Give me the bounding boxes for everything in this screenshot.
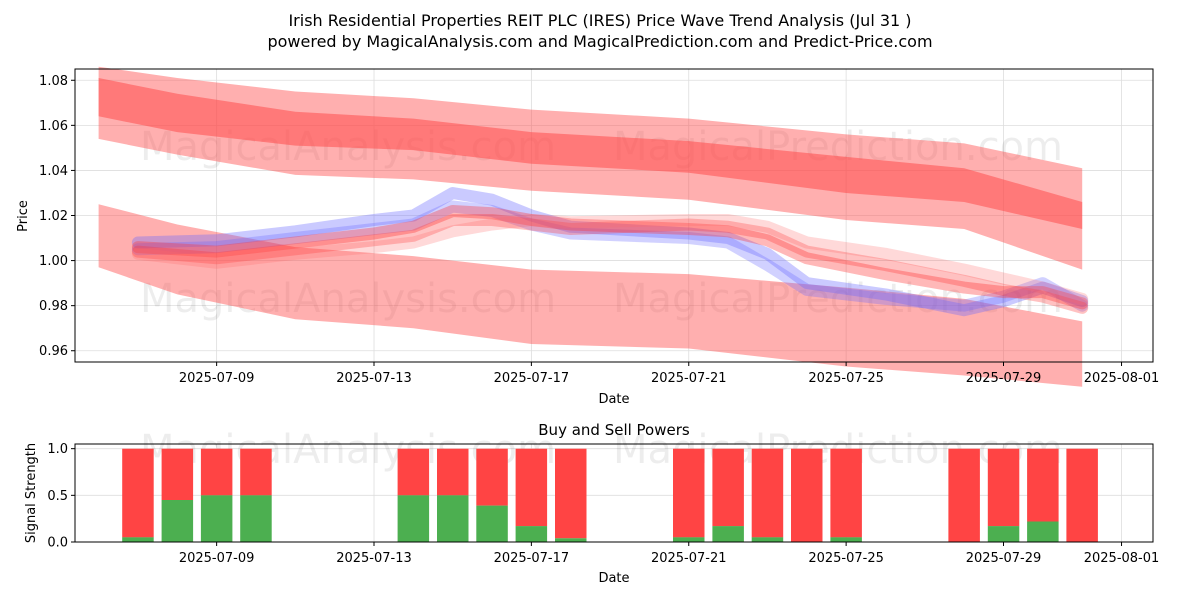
signal-x-tick-label: 2025-07-17 (494, 551, 570, 566)
signal-x-tick-label: 2025-07-29 (966, 551, 1042, 566)
buy-bar (161, 500, 194, 542)
sell-bar (122, 448, 154, 538)
price-waves (131, 187, 1089, 317)
signal-y-tick-label: 0.0 (47, 536, 68, 551)
signal-y-tick-label: 0.5 (47, 489, 68, 504)
buy-bar (515, 526, 548, 542)
signal-plot-title: Buy and Sell Powers (538, 421, 690, 439)
price-x-tick-label: 2025-07-21 (651, 371, 727, 386)
buy-bar (1027, 521, 1059, 542)
sell-bar (1027, 448, 1059, 522)
signal-x-tick-label: 2025-07-21 (651, 551, 727, 566)
buy-bar (437, 495, 469, 542)
signal-plot-border (74, 443, 1154, 543)
buy-bar (751, 537, 784, 542)
signal-y-tick-label: 1.0 (47, 442, 68, 457)
signal-x-tick-label: 2025-07-25 (808, 551, 884, 566)
series-wave-red-2 (131, 214, 1089, 314)
signal-y-axis-label: Signal Strength (24, 443, 39, 543)
price-y-tick-label: 1.08 (39, 74, 68, 89)
price-x-tick-label: 2025-07-25 (808, 371, 884, 386)
price-plot: MagicalAnalysis.com MagicalPrediction.co… (16, 66, 1159, 407)
series-wave-red-3 (131, 214, 1089, 305)
price-y-axis-label: Price (16, 200, 31, 232)
figure-title-line-1: Irish Residential Properties REIT PLC (I… (288, 11, 911, 30)
price-y-tick-label: 1.04 (39, 164, 68, 179)
price-y-tick-label: 1.06 (39, 119, 68, 134)
watermark-magical-prediction-mid: MagicalPrediction.com (613, 276, 1063, 322)
sell-bar (397, 448, 430, 496)
buy-bar (987, 526, 1020, 542)
band-lower-channel (98, 204, 1083, 387)
price-x-axis-label: Date (598, 392, 629, 407)
price-y-tick-label: 1.00 (39, 254, 68, 269)
price-y-tick-label: 1.02 (39, 209, 68, 224)
watermark-magical-analysis-mid: MagicalAnalysis.com (140, 276, 556, 322)
price-y-axis: 0.96 0.98 1.00 1.02 1.04 1.06 1.08 (39, 74, 75, 359)
price-y-tick-label: 0.96 (39, 344, 68, 359)
price-x-tick-label: 2025-07-29 (966, 371, 1042, 386)
sell-bar (555, 448, 587, 539)
signal-x-tick-label: 2025-08-01 (1084, 551, 1160, 566)
series-wave-blue-1 (131, 187, 1089, 317)
signal-x-tick-label: 2025-07-13 (336, 551, 412, 566)
sell-bar (515, 448, 548, 527)
signal-bars (122, 448, 1098, 542)
price-x-tick-label: 2025-07-09 (179, 371, 255, 386)
signal-plot: Buy and Sell Powers MagicalAnalysis.com … (24, 421, 1159, 586)
price-x-tick-label: 2025-08-01 (1084, 371, 1160, 386)
buy-bar (240, 495, 272, 542)
buy-bar (712, 526, 744, 542)
sell-bar (751, 448, 784, 538)
buy-bar (397, 495, 430, 542)
sell-bar (673, 448, 705, 538)
signal-x-axis: 2025-07-09 2025-07-13 2025-07-17 2025-07-21… (179, 542, 1159, 566)
buy-bar (122, 537, 154, 542)
series-wave-blue-2 (131, 200, 1089, 312)
sell-bar (987, 448, 1020, 527)
sell-bar (1066, 448, 1098, 542)
buy-bar (555, 538, 587, 542)
sell-bar (712, 448, 744, 527)
sell-bar (161, 448, 194, 500)
price-y-tick-label: 0.98 (39, 299, 68, 314)
sell-bar (240, 448, 272, 496)
signal-x-axis-label: Date (598, 571, 629, 586)
series-wave-red-1 (131, 205, 1089, 310)
sell-bar (437, 448, 469, 496)
sell-bar (791, 448, 823, 542)
price-bands (98, 66, 1083, 387)
sell-bar (948, 448, 980, 542)
signal-y-axis: 0.0 0.5 1.0 (47, 442, 75, 551)
buy-bar (476, 505, 508, 542)
band-upper-channel-core (98, 78, 1083, 229)
sell-bar (200, 448, 233, 496)
figure-title-line-2: powered by MagicalAnalysis.com and Magic… (267, 32, 932, 51)
price-x-tick-label: 2025-07-17 (494, 371, 570, 386)
sell-bar (830, 448, 862, 538)
buy-bar (673, 537, 705, 542)
sell-bar (476, 448, 508, 506)
price-x-tick-label: 2025-07-13 (336, 371, 412, 386)
buy-bar (200, 495, 233, 542)
price-x-axis: 2025-07-09 2025-07-13 2025-07-17 2025-07-21… (179, 362, 1159, 386)
signal-x-tick-label: 2025-07-09 (179, 551, 255, 566)
buy-bar (830, 537, 862, 542)
